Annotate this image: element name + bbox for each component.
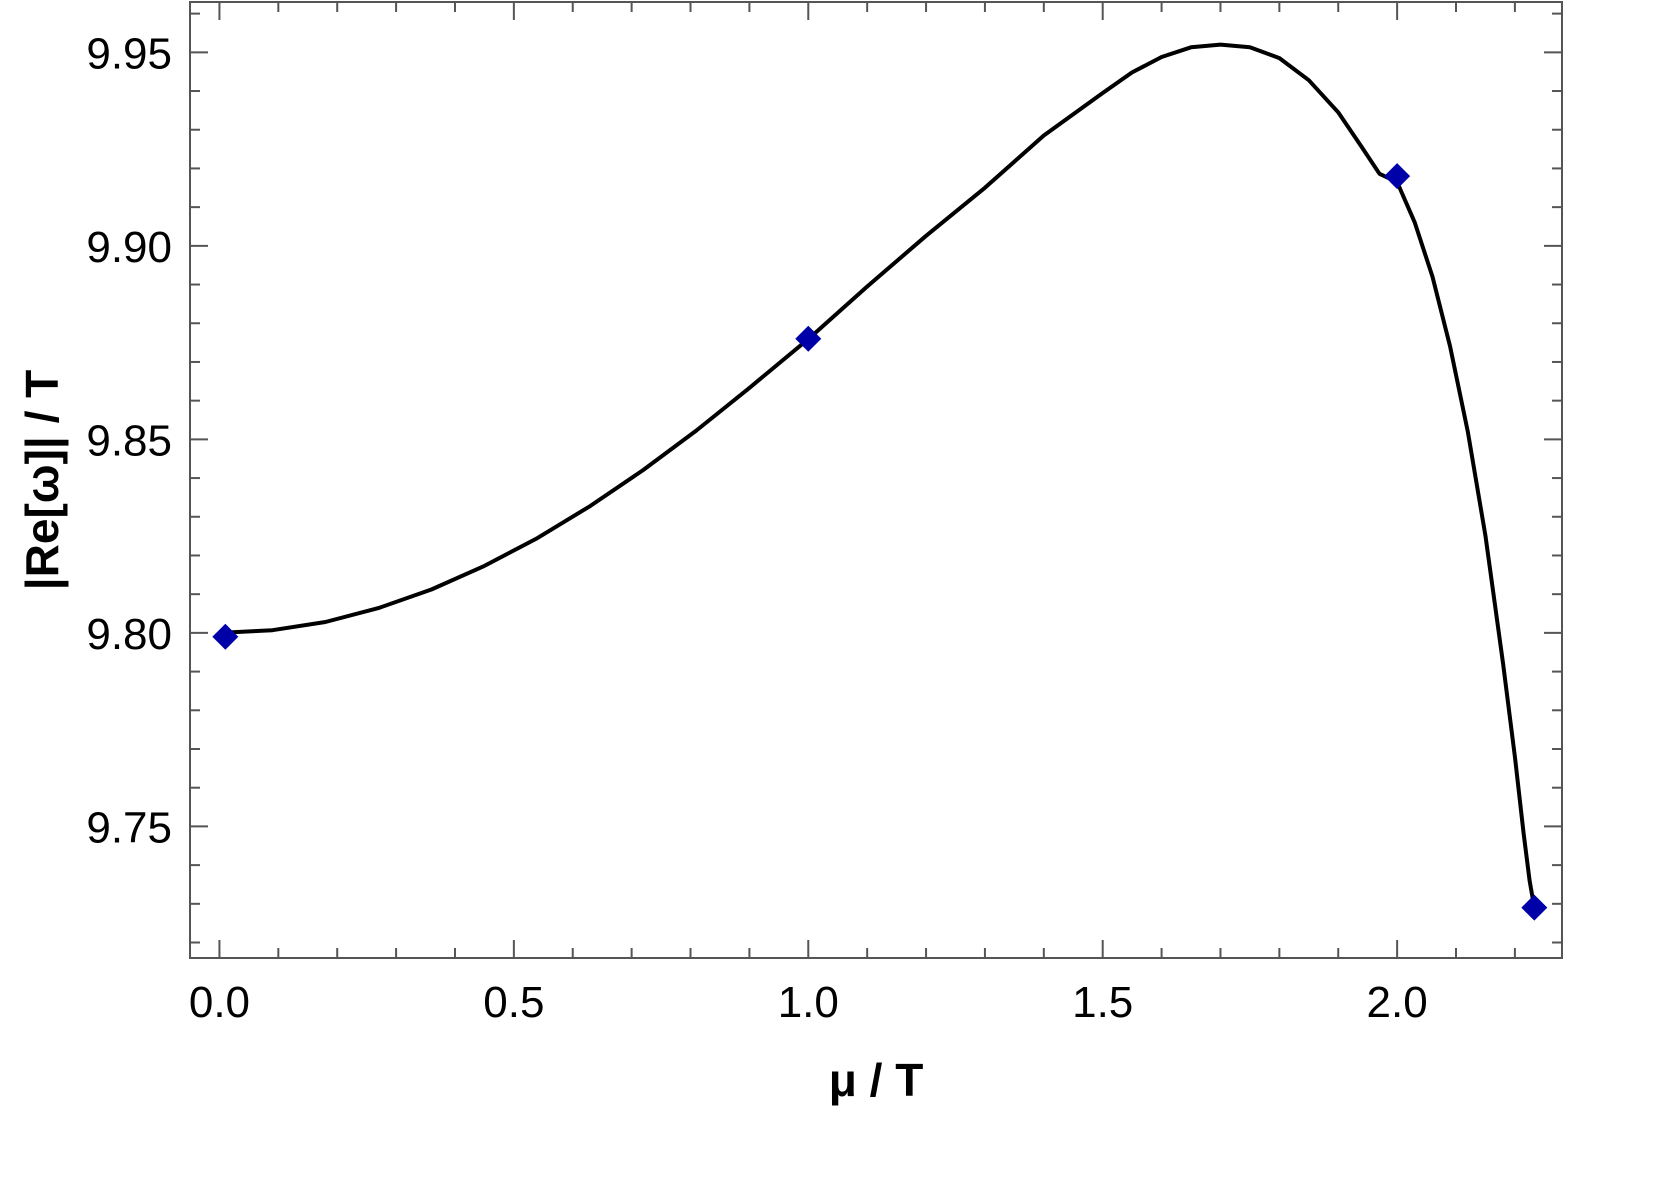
series-line <box>219 42 1537 909</box>
y-tick-label: 9.85 <box>86 416 172 465</box>
data-point-diamond <box>212 623 239 650</box>
data-markers <box>212 163 1548 921</box>
data-point-diamond <box>1521 894 1548 921</box>
y-axis-label: |Re[ω]| / T <box>16 370 68 590</box>
x-axis-label: μ / T <box>829 1054 924 1106</box>
data-point-diamond <box>1384 163 1411 190</box>
y-tick-label: 9.90 <box>86 223 172 272</box>
x-tick-label: 2.0 <box>1367 978 1428 1027</box>
axis-ticks <box>190 2 1562 958</box>
axis-tick-labels: 0.0 0.5 1.0 1.5 2.0 9.75 9.80 9.85 9.90 9.95 <box>86 29 1427 1027</box>
data-point-diamond <box>795 325 822 352</box>
x-tick-label: 1.5 <box>1072 978 1133 1027</box>
x-tick-label: 0.5 <box>483 978 544 1027</box>
y-tick-label: 9.80 <box>86 610 172 659</box>
y-tick-label: 9.75 <box>86 803 172 852</box>
plot-frame <box>189 1 1563 959</box>
x-tick-label: 1.0 <box>778 978 839 1027</box>
y-tick-label: 9.95 <box>86 29 172 78</box>
x-tick-label: 0.0 <box>189 978 250 1027</box>
